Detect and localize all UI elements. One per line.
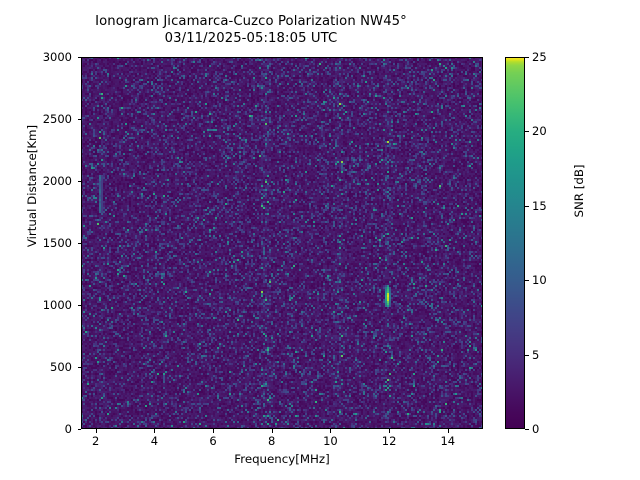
page-title: Ionogram Jicamarca-Cuzco Polarization NW…	[95, 14, 407, 46]
colorbar-tick-label: 10	[532, 273, 547, 288]
y-tick-label: 500	[50, 360, 72, 374]
y-tick-mark	[77, 181, 81, 182]
y-tick-mark	[77, 119, 81, 120]
colorbar-tick-label: 0	[532, 422, 540, 436]
y-tick-mark	[77, 243, 81, 244]
colorbar-tick-mark	[525, 205, 529, 207]
y-tick-mark	[77, 429, 81, 430]
x-tick-label: 4	[150, 434, 159, 448]
x-tick-mark	[389, 429, 391, 433]
y-tick-mark	[77, 305, 81, 306]
x-tick-label: 2	[92, 434, 100, 448]
y-tick-mark	[77, 57, 81, 58]
y-axis-label: Virtual Distance[Km]	[25, 124, 39, 248]
y-tick-label: 2500	[42, 112, 72, 126]
y-tick-label: 2000	[42, 174, 72, 188]
x-tick-label: 8	[268, 434, 276, 448]
ionogram-heatmap-image	[81, 57, 483, 429]
colorbar-tick-mark	[525, 131, 529, 133]
x-tick-label: 6	[209, 434, 217, 448]
y-tick-label: 3000	[42, 50, 72, 64]
x-tick-mark	[154, 429, 156, 433]
x-tick-mark	[330, 429, 332, 433]
y-tick-label: 0	[64, 422, 72, 436]
ionogram-heatmap-axes	[81, 57, 483, 429]
colorbar-tick-label: 20	[532, 124, 547, 139]
colorbar-tick-mark	[525, 354, 529, 356]
colorbar-tick-label: 25	[532, 50, 547, 64]
x-tick-label: 10	[323, 434, 338, 448]
x-tick-mark	[271, 429, 273, 433]
x-tick-mark	[95, 429, 97, 433]
colorbar-tick-label: 15	[532, 198, 547, 213]
colorbar-tick-label: 5	[532, 347, 540, 362]
y-tick-label: 1500	[42, 236, 72, 250]
x-tick-label: 12	[381, 434, 397, 448]
y-tick-label: 1000	[42, 298, 72, 312]
x-tick-label: 14	[440, 434, 456, 448]
y-tick-mark	[77, 367, 81, 368]
x-axis-label: Frequency[MHz]	[234, 452, 330, 466]
colorbar-tick-mark	[525, 57, 529, 58]
x-tick-mark	[447, 429, 449, 433]
x-tick-mark	[213, 429, 214, 433]
colorbar-label: SNR [dB]	[572, 164, 586, 218]
colorbar-tick-mark	[525, 429, 529, 430]
colorbar-gradient	[505, 57, 525, 429]
colorbar-tick-mark	[525, 280, 529, 282]
